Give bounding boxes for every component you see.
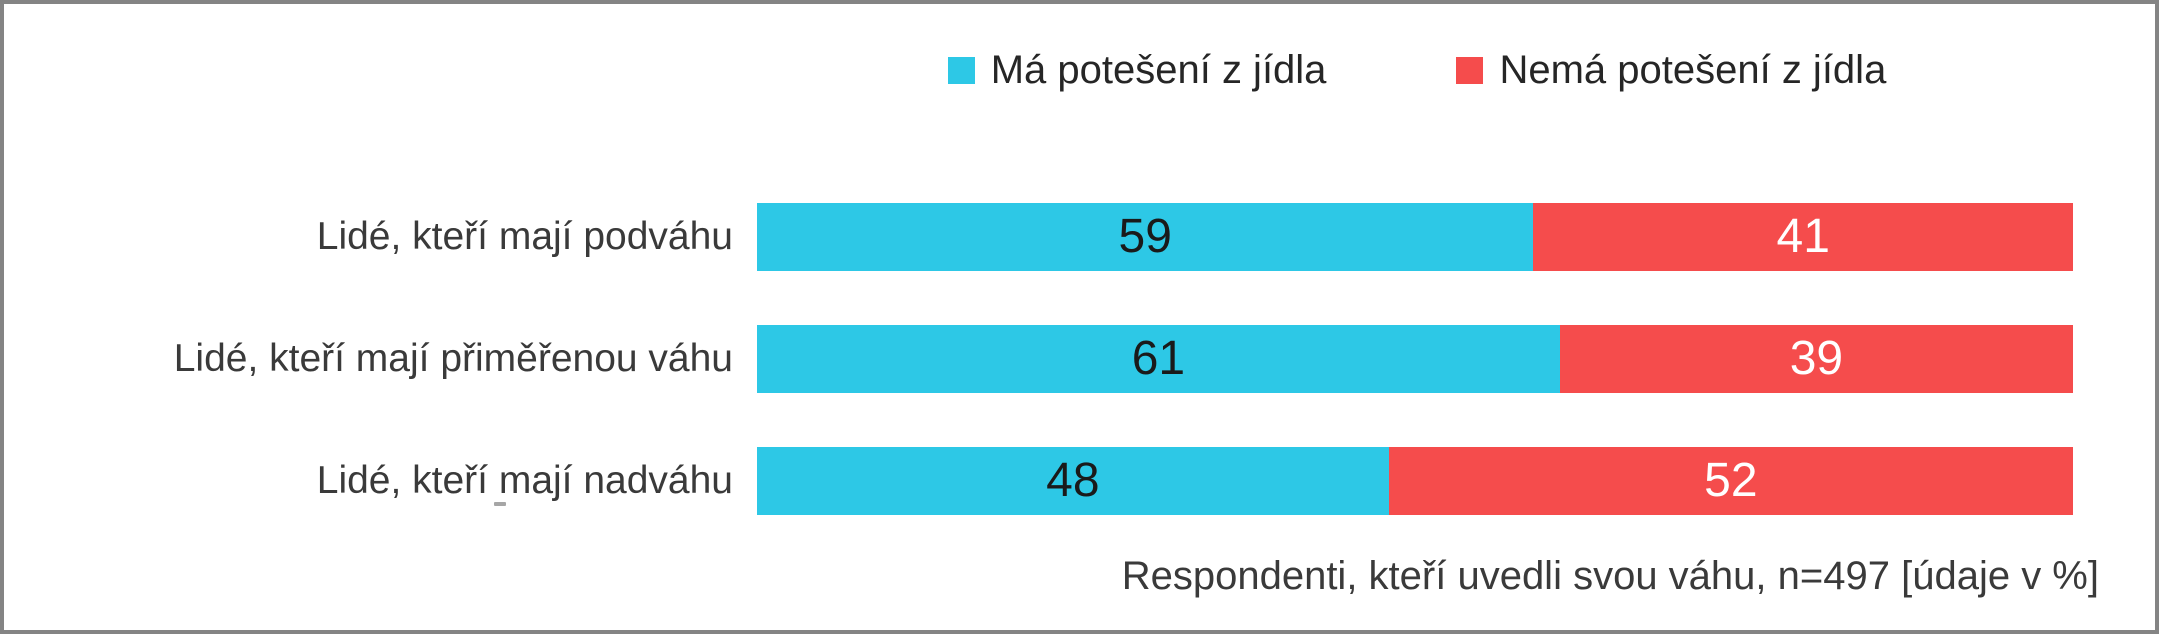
- legend-swatch-icon: [1456, 57, 1484, 84]
- legend-label: Nemá potešení z jídla: [1499, 48, 1887, 92]
- bar-rows: Lidé, kteří mají podváhu 59 41 Lidé, kteří …: [8, 203, 2073, 569]
- stacked-bar: 48 52: [757, 447, 2073, 515]
- bar-segment-series-0: 59: [757, 203, 1534, 271]
- bar-row: Lidé, kteří mají přiměřenou váhu 61 39: [8, 325, 2073, 393]
- category-label: Lidé, kteří mají podváhu: [316, 215, 733, 258]
- chart-footnote: Respondenti, kteří uvedli svou váhu, n=4…: [1121, 554, 2099, 598]
- bar-segment-series-1: 39: [1559, 325, 2073, 393]
- legend-label: Má potešení z jídla: [990, 48, 1327, 92]
- legend-swatch-icon: [947, 57, 975, 84]
- bar-row: Lidé, kteří mají nadváhu 48 52: [8, 447, 2073, 515]
- bar-segment-series-0: 61: [757, 325, 1560, 393]
- legend: Má potešení z jídla Nemá potešení z jídla: [757, 48, 2077, 93]
- axis-tick-artifact: [494, 502, 506, 506]
- bar-segment-series-1: 52: [1388, 447, 2073, 515]
- stacked-bar: 59 41: [757, 203, 2073, 271]
- bar-segment-series-1: 41: [1533, 203, 2073, 271]
- legend-item-1: Nemá potešení z jídla: [1456, 48, 1886, 93]
- category-label: Lidé, kteří mají přiměřenou váhu: [173, 337, 733, 380]
- bar-segment-series-0: 48: [757, 447, 1389, 515]
- category-label: Lidé, kteří mají nadváhu: [316, 459, 733, 502]
- bar-row: Lidé, kteří mají podváhu 59 41: [8, 203, 2073, 271]
- legend-item-0: Má potešení z jídla: [947, 48, 1327, 93]
- stacked-bar: 61 39: [757, 325, 2073, 393]
